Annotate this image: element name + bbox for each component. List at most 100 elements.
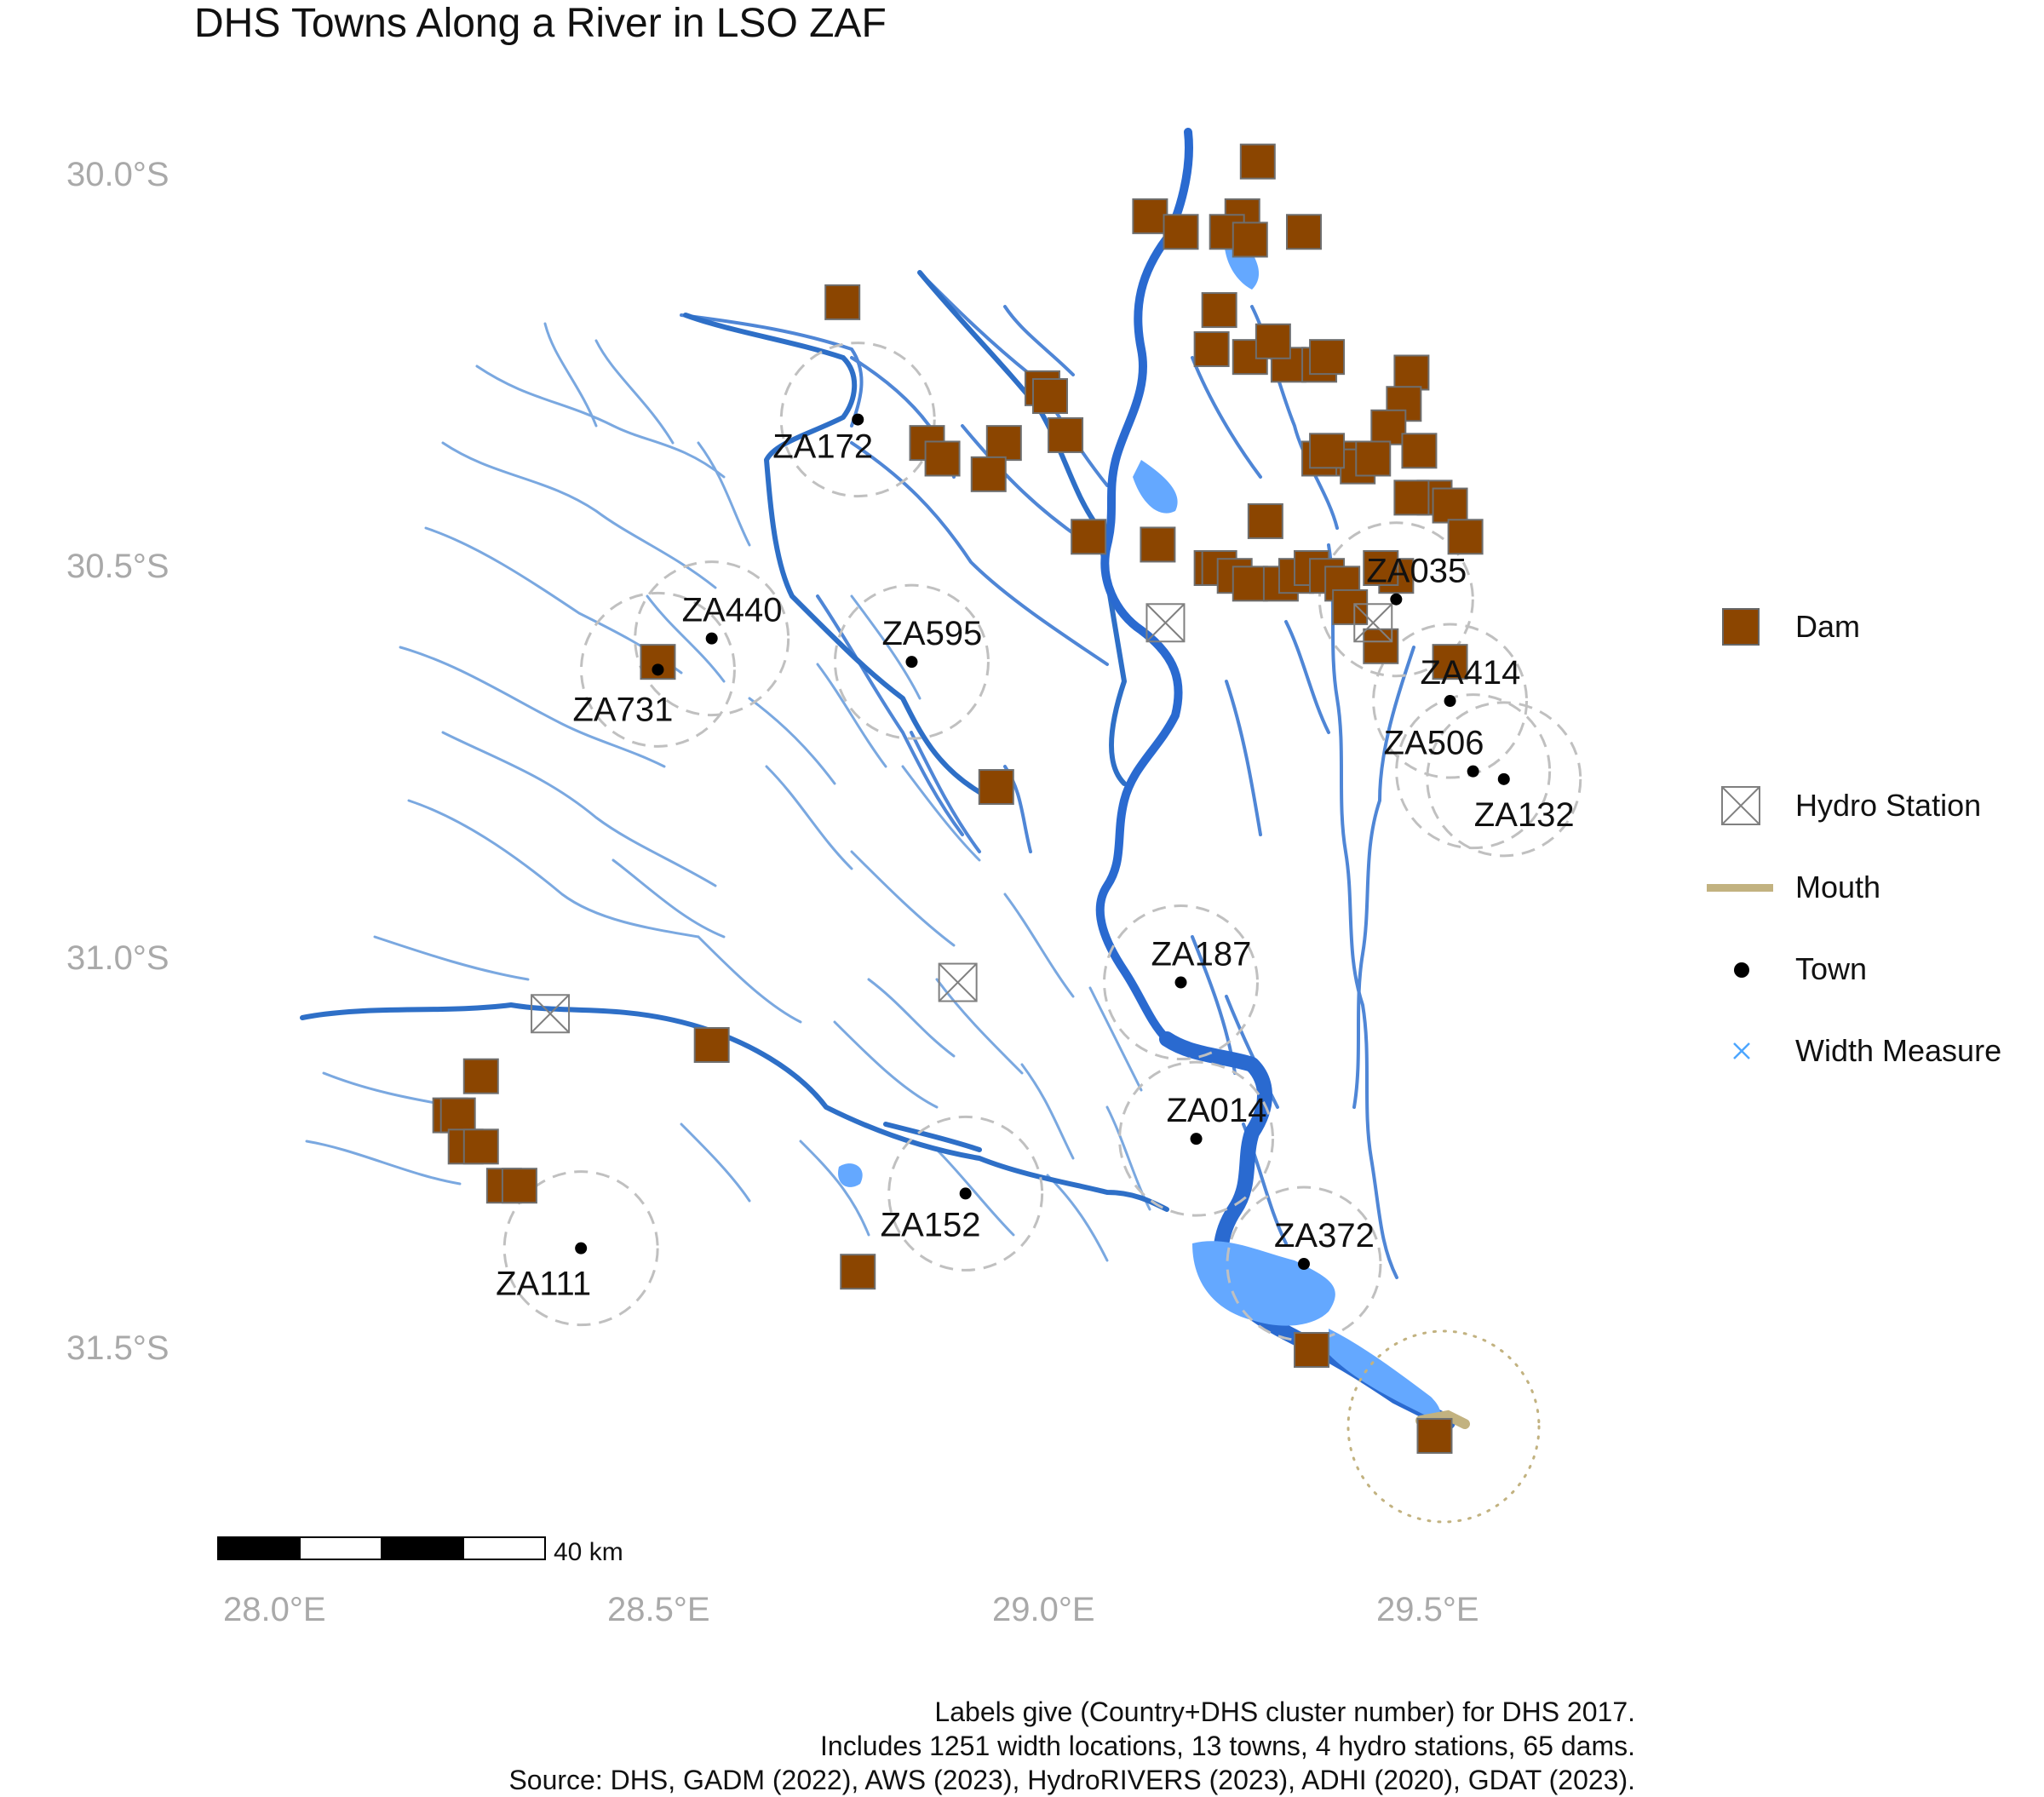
x-icon [1703,1025,1780,1076]
dam-marker [1309,339,1346,376]
map-title: DHS Towns Along a River in LSO ZAF [194,1,887,46]
dam-marker [1239,143,1276,180]
town-buffer-circle [1318,521,1474,678]
town-point [705,632,718,645]
dam-marker [1363,550,1399,586]
dam-marker [840,1254,876,1290]
town-label: ZA506 [1384,725,1484,762]
scale-bar-seg-3 [381,1536,464,1560]
legend-label: Mouth [1795,870,1881,904]
town-point [1497,772,1510,785]
dam-marker [462,1058,499,1094]
lat-tick-label: 30.0°S [66,156,169,193]
hydro-station-marker [938,962,978,1002]
town-label: ZA132 [1474,796,1575,834]
dam-marker [1363,628,1399,664]
lon-tick-label: 29.5°E [1376,1591,1479,1628]
dam-marker [1285,214,1322,250]
dam-marker [1232,566,1268,602]
town-label: ZA440 [682,592,783,629]
legend-label: Hydro Station [1795,788,1982,823]
dam-marker [1247,502,1283,539]
town-buffer-circle [1395,693,1552,850]
dam-marker [1032,378,1068,415]
dam-square-icon [1703,601,1780,652]
reservoirs [838,221,1440,1417]
lon-tick-label: 28.0°E [223,1591,326,1628]
town-buffer-circle [779,342,936,498]
dam-marker [1071,519,1107,555]
dam-marker [970,456,1007,492]
caption-line: Source: DHS, GADM (2022), AWS (2023), Hy… [508,1765,1635,1795]
town-label: ZA152 [881,1206,981,1243]
dam-marker [1132,198,1168,234]
legend-label: Dam [1795,609,1861,644]
town-point [575,1242,588,1254]
dam-marker [1332,588,1369,625]
town-buffer-circle [833,583,990,740]
town-label: ZA111 [496,1266,591,1303]
town-label: ZA014 [1167,1092,1267,1129]
legend-label: Width Measure [1795,1033,2002,1068]
scale-bar-seg-4 [462,1536,546,1560]
town-buffer-circle [1426,701,1582,858]
dam-marker [462,1128,499,1165]
town-label: ZA187 [1151,936,1252,973]
dam-marker [978,769,1014,806]
dam-marker [1432,487,1468,524]
dam-marker [985,425,1022,462]
town-point [1444,695,1456,708]
hydro-station-marker [1353,603,1393,643]
reservoir-upper [1133,460,1178,514]
town-label: ZA172 [772,428,873,466]
dam-marker [824,284,861,320]
town-point [852,413,864,426]
dam-marker [1048,416,1084,453]
dot-icon [1703,944,1780,995]
reservoir-sw [838,1163,863,1187]
mouth-buffer [1346,1329,1541,1524]
town-buffer-circle [1118,1060,1275,1217]
legend-item-mouth: Mouth [1703,862,1880,913]
scale-bar-seg-2 [299,1536,382,1560]
legend-item-hydro-station: Hydro Station [1703,780,1981,831]
dam-marker [1393,479,1430,516]
caption-line: Labels give (Country+DHS cluster number)… [934,1697,1635,1727]
town-buffer-circle [887,1115,1044,1272]
line-icon [1703,862,1780,913]
town-buffer-circle [502,1170,659,1327]
town-point [905,656,918,669]
town-point [1390,593,1403,606]
town-label: ZA035 [1366,553,1467,590]
town-point [652,663,664,676]
dam-marker [693,1026,730,1063]
legend-item-town: Town [1703,944,1867,995]
dam-marker [1232,221,1268,258]
scale-bar-label: 40 km [554,1538,623,1566]
caption: Labels give (Country+DHS cluster number)… [508,1695,1635,1797]
dam-marker [1370,409,1407,445]
towns-layer: ZA172 ZA440 ZA595 ZA731 ZA035 ZA414 ZA506 ZA132… [496,413,1575,1303]
lon-tick-label: 28.5°E [607,1591,710,1628]
boxed-x-icon [1703,780,1780,831]
dam-marker [1163,214,1199,250]
dam-marker [1416,1417,1453,1454]
town-point [1467,765,1479,778]
dam-marker [1309,433,1346,469]
dam-marker [924,440,961,477]
dam-marker [1355,440,1392,477]
dam-marker [1140,526,1176,563]
town-buffer-circle [579,591,736,748]
scale-bar [217,1536,546,1560]
dam-marker [439,1097,476,1134]
dam-marker [501,1168,537,1204]
lat-tick-label: 30.5°S [66,548,169,585]
town-point [1190,1133,1203,1145]
dams-layer [432,143,1484,1454]
dam-marker [1432,644,1468,680]
hydro-station-marker [1145,603,1186,643]
caption-line: Includes 1251 width locations, 13 towns,… [820,1731,1635,1761]
reservoir-lower [1192,1241,1335,1326]
town-point [1297,1258,1310,1271]
